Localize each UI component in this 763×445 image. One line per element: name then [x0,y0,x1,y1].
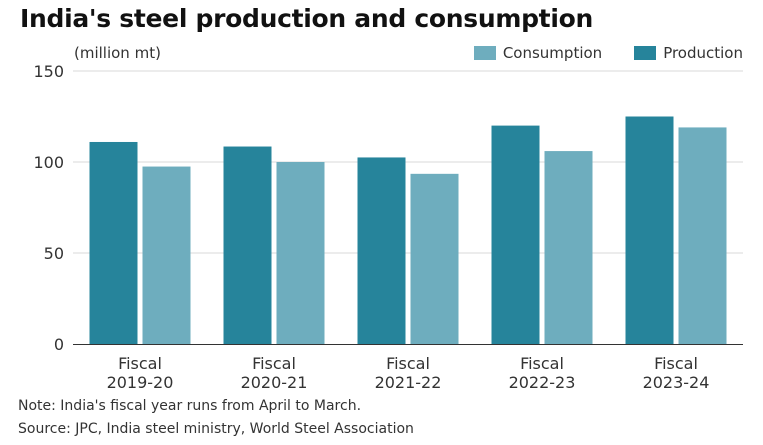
footer-source: Source: JPC, India steel ministry, World… [18,421,414,437]
legend-swatch-consumption [473,46,496,60]
chart-legend: Consumption Production [442,44,743,62]
x-tick-label-2019-20: Fiscal 2019-20 [107,354,174,392]
x-tick-label-2021-22: Fiscal 2021-22 [375,354,442,392]
bar-consumption-2019-20 [142,166,191,344]
bar-production-2021-22 [357,157,406,344]
x-tick-label-2020-21: Fiscal 2020-21 [241,354,308,392]
bar-consumption-2023-24 [678,127,727,344]
bar-consumption-2022-23 [544,151,593,344]
bar-consumption-2021-22 [410,173,459,344]
footer-note: Note: India's fiscal year runs from Apri… [18,398,362,414]
y-tick-label-50: 50 [44,244,64,263]
y-axis-unit-label: (million mt) [74,44,161,62]
bar-production-2020-21 [223,146,272,344]
x-tick-label-2023-24: Fiscal 2023-24 [643,354,710,392]
legend-swatch-production [634,46,657,60]
x-tick-label-2022-23: Fiscal 2022-23 [509,354,576,392]
legend-label-production: Production [663,44,743,62]
bar-production-2023-24 [625,116,674,344]
y-tick-label-150: 150 [33,62,64,81]
bar-production-2022-23 [491,125,540,344]
legend-item-consumption: Consumption [473,44,603,62]
chart-title: India's steel production and consumption [20,4,593,33]
y-tick-label-0: 0 [54,335,64,354]
bar-consumption-2020-21 [276,162,325,344]
bar-production-2019-20 [89,141,138,344]
legend-label-consumption: Consumption [502,44,603,62]
y-tick-label-100: 100 [33,153,64,172]
legend-item-production: Production [634,44,743,62]
